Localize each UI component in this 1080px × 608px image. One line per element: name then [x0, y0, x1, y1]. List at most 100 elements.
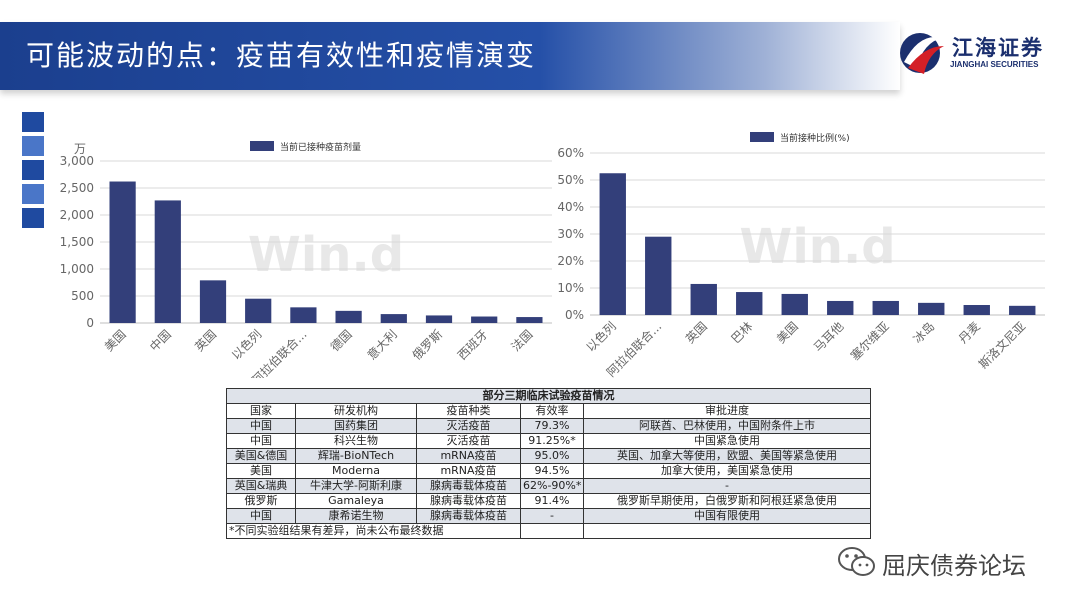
table-cell: 牛津大学-阿斯利康: [295, 478, 417, 494]
logo-name-cn: 江海证券: [952, 36, 1044, 60]
table-cell: 中国: [226, 508, 296, 524]
x-tick-label: 意大利: [364, 327, 400, 363]
table-cell: 加拿大使用，美国紧急使用: [582, 463, 872, 479]
page-title: 可能波动的点：疫苗有效性和疫情演变: [26, 39, 537, 72]
bar: [736, 292, 763, 315]
bar: [109, 181, 136, 323]
bar: [245, 298, 272, 323]
table-cell: 中国: [226, 418, 296, 434]
y-tick-label: 1,000: [60, 262, 94, 276]
legend-label: 当前已接种疫苗剂量: [280, 141, 361, 153]
x-tick-label: 美国: [102, 327, 129, 354]
y-tick-label: 0%: [565, 308, 584, 322]
chart-watermark: Win.d: [248, 227, 404, 283]
decor-square: [22, 184, 44, 204]
legend-label: 当前接种比例(%): [780, 132, 850, 144]
table-cell: 79.3%: [520, 418, 584, 434]
decor-square: [22, 136, 44, 156]
table-cell: 中国有限使用: [582, 508, 872, 524]
table-header-cell: 研发机构: [295, 403, 417, 419]
table-footnote-blank: [520, 523, 584, 539]
table-row: 美国&德国 辉瑞-BioNTech mRNA疫苗 95.0% 英国、加拿大等使用，欧盟、…: [226, 448, 872, 464]
table-header-cell: 审批进度: [582, 403, 872, 419]
table-cell: 腺病毒载体疫苗: [416, 478, 521, 494]
watermark-text: 屈庆债券论坛: [882, 552, 1026, 580]
x-tick-label: 西班牙: [455, 327, 490, 362]
bar: [827, 300, 854, 315]
vaccine-table: 部分三期临床试验疫苗情况 国家 研发机构 疫苗种类 有效率 审批进度 中国 国药集…: [225, 388, 872, 539]
table-cell: 俄罗斯: [226, 493, 296, 509]
table-cell: 腺病毒载体疫苗: [416, 493, 521, 509]
table-cell: 91.25%*: [520, 433, 584, 449]
table-cell: 中国紧急使用: [582, 433, 872, 449]
vaccination-ratio-chart: Win.d0%10%20%30%40%50%60%当前接种比例(%)以色列阿拉伯…: [557, 132, 1045, 380]
table-footnote-blank: [582, 523, 872, 539]
x-tick-label: 冰岛: [910, 319, 938, 347]
company-logo: 江海证券 JIANGHAI SECURITIES: [894, 28, 1064, 78]
table-cell: -: [520, 508, 584, 524]
bar: [1009, 305, 1036, 315]
table-row: 英国&瑞典 牛津大学-阿斯利康 腺病毒载体疫苗 62%-90%* -: [226, 478, 872, 494]
table-cell: 95.0%: [520, 448, 584, 464]
table-cell: 94.5%: [520, 463, 584, 479]
table-cell: mRNA疫苗: [416, 448, 521, 464]
decor-square: [22, 160, 44, 180]
y-tick-label: 2,500: [60, 181, 94, 195]
table-cell: 俄罗斯早期使用，白俄罗斯和阿根廷紧急使用: [582, 493, 872, 509]
bar: [516, 317, 543, 323]
y-tick-label: 50%: [557, 173, 584, 187]
table-cell: 阿联酋、巴林使用，中国附条件上市: [582, 418, 872, 434]
bar: [425, 315, 453, 323]
x-tick-label: 英国: [192, 327, 219, 354]
bar: [599, 173, 626, 315]
x-tick-label: 塞尔维亚: [847, 319, 892, 364]
bar: [471, 316, 498, 323]
bar: [963, 305, 990, 315]
table-header-cell: 疫苗种类: [416, 403, 521, 419]
x-tick-label: 斯洛文尼亚: [975, 319, 1028, 372]
bar: [918, 302, 945, 315]
decor-square: [22, 112, 44, 132]
wechat-watermark: 屈庆债券论坛: [836, 544, 1056, 580]
bar: [154, 200, 181, 323]
y-tick-label: 20%: [557, 254, 584, 268]
table-cell: 灭活疫苗: [416, 418, 521, 434]
x-tick-label: 英国: [683, 319, 710, 346]
table-caption: 部分三期临床试验疫苗情况: [225, 388, 872, 404]
table-header-row: 国家 研发机构 疫苗种类 有效率 审批进度: [226, 403, 872, 419]
y-tick-label: 60%: [557, 146, 584, 160]
x-tick-label: 马耳他: [811, 319, 846, 354]
title-banner: 可能波动的点：疫苗有效性和疫情演变: [0, 22, 900, 90]
table-cell: 美国&德国: [226, 448, 296, 464]
wechat-icon: [838, 547, 875, 576]
x-tick-label: 中国: [146, 327, 174, 355]
bar: [872, 300, 899, 315]
x-tick-label: 法国: [509, 327, 536, 354]
decor-square: [22, 208, 44, 228]
table-header-cell: 有效率: [520, 403, 584, 419]
side-decoration: [22, 112, 44, 232]
x-tick-label: 德国: [327, 327, 355, 355]
table-cell: 国药集团: [295, 418, 417, 434]
x-tick-label: 美国: [774, 319, 801, 346]
table-cell: 中国: [226, 433, 296, 449]
table-row: 中国 科兴生物 灭活疫苗 91.25%* 中国紧急使用: [226, 433, 872, 449]
table-cell: Gamaleya: [295, 493, 417, 509]
table-row: 中国 国药集团 灭活疫苗 79.3% 阿联酋、巴林使用，中国附条件上市: [226, 418, 872, 434]
logo-name-en: JIANGHAI SECURITIES: [950, 60, 1039, 69]
table-cell: 英国&瑞典: [226, 478, 296, 494]
bar: [690, 283, 717, 315]
table-cell: -: [582, 478, 872, 494]
table-cell: 91.4%: [520, 493, 584, 509]
y-tick-label: 2,000: [60, 208, 94, 222]
table-footnote: *不同实验组结果有差异，尚未公布最终数据: [226, 523, 521, 539]
table-row: 中国 康希诺生物 腺病毒载体疫苗 - 中国有限使用: [226, 508, 872, 524]
x-tick-label: 俄罗斯: [410, 327, 445, 362]
bar: [380, 314, 407, 323]
logo-emblem-icon: [900, 33, 944, 74]
bar: [781, 293, 808, 315]
table-cell: 康希诺生物: [295, 508, 417, 524]
y-tick-label: 3,000: [60, 154, 94, 168]
table-row: 俄罗斯 Gamaleya 腺病毒载体疫苗 91.4% 俄罗斯早期使用，白俄罗斯和阿根廷紧…: [226, 493, 872, 509]
